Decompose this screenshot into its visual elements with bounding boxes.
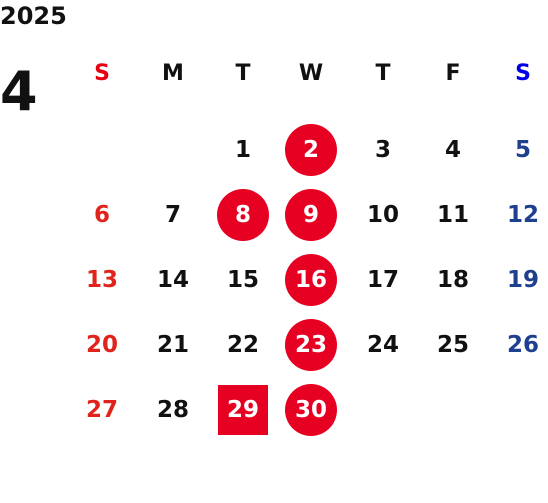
day-cell-28[interactable]: 28 [143, 384, 203, 436]
day-cell-20[interactable]: 20 [72, 319, 132, 371]
day-cell-18[interactable]: 18 [423, 254, 483, 306]
day-cell-30[interactable]: 30 [281, 384, 341, 436]
day-number: 15 [226, 266, 259, 293]
day-number: 14 [156, 266, 189, 293]
day-cell-19[interactable]: 19 [493, 254, 548, 306]
day-cell-6[interactable]: 6 [72, 189, 132, 241]
calendar-grid: S M T W T F S 1 2 3 4 5 6 7 8 9 10 11 12 13 14 15 16 17 18 19 20 21… [66, 48, 548, 448]
day-cell-3[interactable]: 3 [353, 124, 413, 176]
weekday-header: S [94, 61, 110, 86]
weekday-header: M [162, 61, 184, 86]
weekday-header: T [235, 61, 251, 86]
day-number: 10 [366, 201, 399, 228]
day-number: 6 [93, 201, 110, 228]
highlight-circle [285, 254, 337, 306]
weekday-header: F [445, 61, 461, 86]
highlight-circle [285, 189, 337, 241]
day-number: 23 [294, 331, 327, 358]
day-cell-11[interactable]: 11 [423, 189, 483, 241]
day-cell-5[interactable]: 5 [493, 124, 548, 176]
day-number: 5 [514, 136, 531, 163]
day-number: 27 [85, 396, 118, 423]
day-number: 22 [226, 331, 259, 358]
day-cell-24[interactable]: 24 [353, 319, 413, 371]
day-cell-25[interactable]: 25 [423, 319, 483, 371]
highlight-circle [217, 189, 269, 241]
calendar-year: 2025 [0, 2, 67, 30]
day-number: 11 [436, 201, 469, 228]
day-cell-22[interactable]: 22 [213, 319, 273, 371]
weekday-header: T [375, 61, 391, 86]
day-number: 1 [234, 136, 251, 163]
day-number: 29 [226, 396, 259, 423]
day-number: 21 [156, 331, 189, 358]
day-number: 13 [85, 266, 118, 293]
highlight-circle [285, 319, 337, 371]
day-number: 19 [506, 266, 539, 293]
day-cell-13[interactable]: 13 [72, 254, 132, 306]
day-cell-27[interactable]: 27 [72, 384, 132, 436]
highlight-circle [285, 384, 337, 436]
weekday-header: W [298, 61, 324, 86]
day-number: 7 [164, 201, 181, 228]
day-cell-17[interactable]: 17 [353, 254, 413, 306]
day-cell-1[interactable]: 1 [213, 124, 273, 176]
day-cell-9[interactable]: 9 [281, 189, 341, 241]
day-number: 24 [366, 331, 399, 358]
day-number: 12 [506, 201, 539, 228]
day-number: 17 [366, 266, 399, 293]
highlight-circle [285, 124, 337, 176]
day-number: 9 [302, 201, 319, 228]
day-cell-26[interactable]: 26 [493, 319, 548, 371]
highlight-square [218, 385, 268, 435]
day-cell-7[interactable]: 7 [143, 189, 203, 241]
day-cell-4[interactable]: 4 [423, 124, 483, 176]
day-number: 3 [374, 136, 391, 163]
day-cell-2[interactable]: 2 [281, 124, 341, 176]
weekday-header: S [515, 61, 531, 86]
day-cell-10[interactable]: 10 [353, 189, 413, 241]
day-number: 26 [506, 331, 539, 358]
day-cell-23[interactable]: 23 [281, 319, 341, 371]
day-number: 28 [156, 396, 189, 423]
day-number: 25 [436, 331, 469, 358]
day-cell-21[interactable]: 21 [143, 319, 203, 371]
day-cell-16[interactable]: 16 [281, 254, 341, 306]
day-cell-15[interactable]: 15 [213, 254, 273, 306]
day-cell-29[interactable]: 29 [213, 384, 273, 436]
day-number: 30 [294, 396, 327, 423]
day-number: 18 [436, 266, 469, 293]
day-cell-8[interactable]: 8 [213, 189, 273, 241]
day-number: 8 [234, 201, 251, 228]
day-cell-12[interactable]: 12 [493, 189, 548, 241]
day-number: 4 [444, 136, 461, 163]
day-number: 20 [85, 331, 118, 358]
day-cell-14[interactable]: 14 [143, 254, 203, 306]
calendar-month: 4 [0, 60, 38, 123]
day-number: 2 [302, 136, 319, 163]
day-number: 16 [294, 266, 327, 293]
